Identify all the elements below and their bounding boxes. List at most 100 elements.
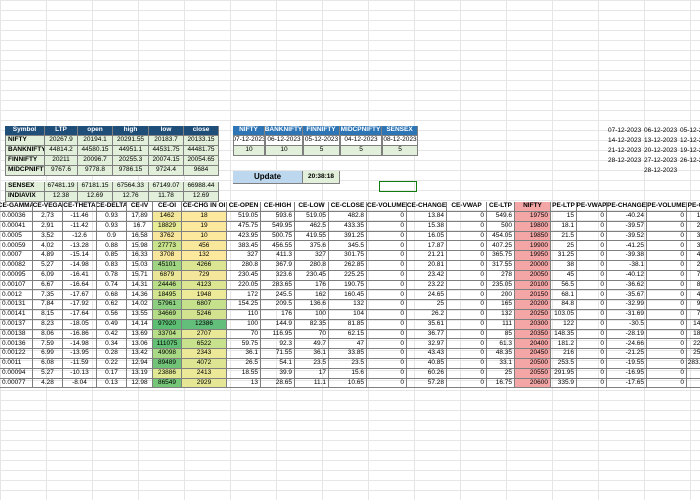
chain-cell[interactable]: 462.5 (295, 221, 329, 232)
chain-cell[interactable]: 68.1 (551, 290, 577, 301)
chain-cell[interactable]: 327 (227, 251, 261, 261)
chain-cell[interactable]: 40.85 (407, 359, 447, 369)
symbol-name-cell[interactable]: INDIAVIX (5, 192, 45, 202)
chain-cell[interactable]: 0 (447, 221, 487, 232)
chain-cell[interactable]: 3708 (153, 251, 182, 261)
chain-header-ce-high[interactable]: CE-HIGH (261, 202, 295, 212)
chain-cell[interactable]: 16.58 (127, 231, 153, 242)
chain-cell[interactable]: 2 (687, 369, 700, 379)
chain-cell[interactable]: 0 (577, 378, 607, 389)
chain-cell[interactable]: 45 (551, 270, 577, 281)
chain-cell[interactable]: 36.1 (227, 349, 261, 359)
chain-cell[interactable]: -24.66 (607, 339, 647, 350)
active-cell-selection[interactable] (379, 181, 417, 192)
chain-cell[interactable]: 0 (367, 241, 407, 252)
chain-cell[interactable]: 0 (647, 378, 687, 389)
chain-cell[interactable]: 0 (577, 339, 607, 350)
chain-cell[interactable]: 54.1 (261, 359, 295, 369)
chain-cell[interactable]: 5246 (182, 310, 227, 320)
chain-cell[interactable]: 6.08 (33, 359, 63, 369)
chain-cell[interactable]: 34669 (153, 310, 182, 320)
chain-cell[interactable]: 61.3 (487, 339, 515, 350)
chain-cell[interactable]: -32.99 (607, 300, 647, 310)
chain-cell[interactable]: 0 (447, 349, 487, 359)
chain-cell[interactable]: -17.65 (607, 378, 647, 389)
chain-cell[interactable]: 8.15 (33, 310, 63, 320)
chain-cell[interactable]: 70 (295, 329, 329, 340)
chain-header-ce-theta[interactable]: CE-THETA (63, 202, 97, 212)
chain-cell[interactable]: 36.77 (407, 329, 447, 340)
symbol-value-cell[interactable]: 67564.33 (113, 182, 149, 192)
chain-cell[interactable]: 0 (447, 241, 487, 252)
chain-cell[interactable]: 41 (687, 290, 700, 301)
expiry-date-cell[interactable]: 08-12-2023 (382, 136, 418, 146)
chain-cell[interactable]: 221 (687, 339, 700, 350)
chain-cell[interactable]: 19 (687, 212, 700, 222)
symbols-header-ltp[interactable]: LTP (45, 126, 78, 136)
expiry-list-date[interactable]: 28-12-2023 (608, 156, 642, 164)
chain-cell[interactable]: 24446 (153, 280, 182, 291)
chain-cell[interactable]: 0 (647, 290, 687, 301)
chain-cell[interactable]: 0 (577, 368, 607, 379)
chain-cell[interactable]: 162 (295, 290, 329, 301)
chain-cell[interactable]: 0.62 (97, 300, 127, 310)
chain-cell[interactable]: 0 (447, 310, 487, 320)
chain-cell[interactable]: 0.17 (97, 368, 127, 379)
chain-cell[interactable]: 89489 (153, 359, 182, 369)
expiry-list-date[interactable]: 19-12-20 (680, 146, 700, 154)
chain-cell[interactable]: 2343 (182, 349, 227, 359)
chain-cell[interactable]: 0 (647, 212, 687, 222)
chain-cell[interactable]: 0.28 (97, 349, 127, 359)
chain-cell[interactable]: -17.64 (63, 310, 97, 320)
expiry-header-finnifty[interactable]: FINNIFTY (303, 126, 340, 136)
chain-cell[interactable]: 111075 (153, 339, 182, 350)
symbol-name-cell[interactable]: NIFTY (5, 136, 45, 146)
chain-cell[interactable]: 57.28 (407, 378, 447, 389)
chain-cell[interactable]: 0 (447, 280, 487, 291)
chain-cell[interactable]: -11.59 (63, 359, 97, 369)
symbol-value-cell[interactable]: 67481.19 (45, 182, 78, 192)
chain-cell[interactable]: 0 (577, 310, 607, 320)
symbol-value-cell[interactable]: 44814.2 (45, 146, 78, 156)
expiry-list-date[interactable]: 20-12-2023 (644, 146, 678, 154)
chain-cell[interactable]: 18.55 (227, 368, 261, 379)
chain-cell[interactable]: 17 (295, 368, 329, 379)
chain-cell[interactable]: 0 (647, 221, 687, 232)
chain-cell[interactable]: 60.26 (407, 368, 447, 379)
chain-cell[interactable]: 0.00131 (0, 300, 33, 310)
chain-cell[interactable]: 301.75 (329, 251, 367, 261)
chain-cell[interactable]: 4072 (182, 359, 227, 369)
chain-cell[interactable]: 0.00036 (0, 212, 33, 222)
chain-cell[interactable]: 0.00141 (0, 310, 33, 320)
chain-cell[interactable]: 0.00041 (0, 221, 33, 232)
chain-cell[interactable]: 0 (367, 251, 407, 261)
chain-cell[interactable]: 500 (487, 221, 515, 232)
chain-cell[interactable]: 0.13 (97, 378, 127, 389)
chain-cell[interactable]: 19950 (515, 251, 551, 261)
chain-cell[interactable]: 24.65 (407, 290, 447, 301)
chain-header-nifty[interactable]: NIFTY (515, 202, 551, 212)
symbol-value-cell[interactable]: 20054.65 (184, 156, 219, 166)
chain-cell[interactable]: 15.98 (127, 241, 153, 252)
symbol-value-cell[interactable]: 20194.1 (78, 136, 113, 146)
chain-cell[interactable]: 13.84 (407, 212, 447, 222)
chain-cell[interactable]: 71.55 (261, 349, 295, 359)
chain-cell[interactable]: -18.05 (63, 319, 97, 330)
chain-cell[interactable]: 0 (367, 368, 407, 379)
chain-cell[interactable]: -16.95 (607, 368, 647, 379)
lot-size-cell[interactable]: 5 (382, 146, 418, 156)
chain-cell[interactable]: 23.5 (329, 359, 367, 369)
chain-cell[interactable]: 0 (647, 319, 687, 330)
expiry-list-date[interactable]: 27-12-2023 (644, 156, 678, 164)
chain-cell[interactable]: 13 (227, 378, 261, 389)
chain-cell[interactable]: 0.42 (97, 329, 127, 340)
chain-cell[interactable]: 14.36 (127, 290, 153, 301)
chain-cell[interactable]: 19850 (515, 231, 551, 242)
chain-cell[interactable]: 0 (647, 359, 687, 369)
chain-cell[interactable]: 14.14 (127, 319, 153, 330)
chain-cell[interactable]: 0 (447, 251, 487, 261)
chain-cell[interactable]: 25 (487, 368, 515, 379)
chain-header-ce-delta[interactable]: CE-DELTA (97, 202, 127, 212)
symbol-value-cell[interactable]: 12.76 (113, 192, 149, 202)
symbol-value-cell[interactable]: 9778.8 (78, 166, 113, 176)
